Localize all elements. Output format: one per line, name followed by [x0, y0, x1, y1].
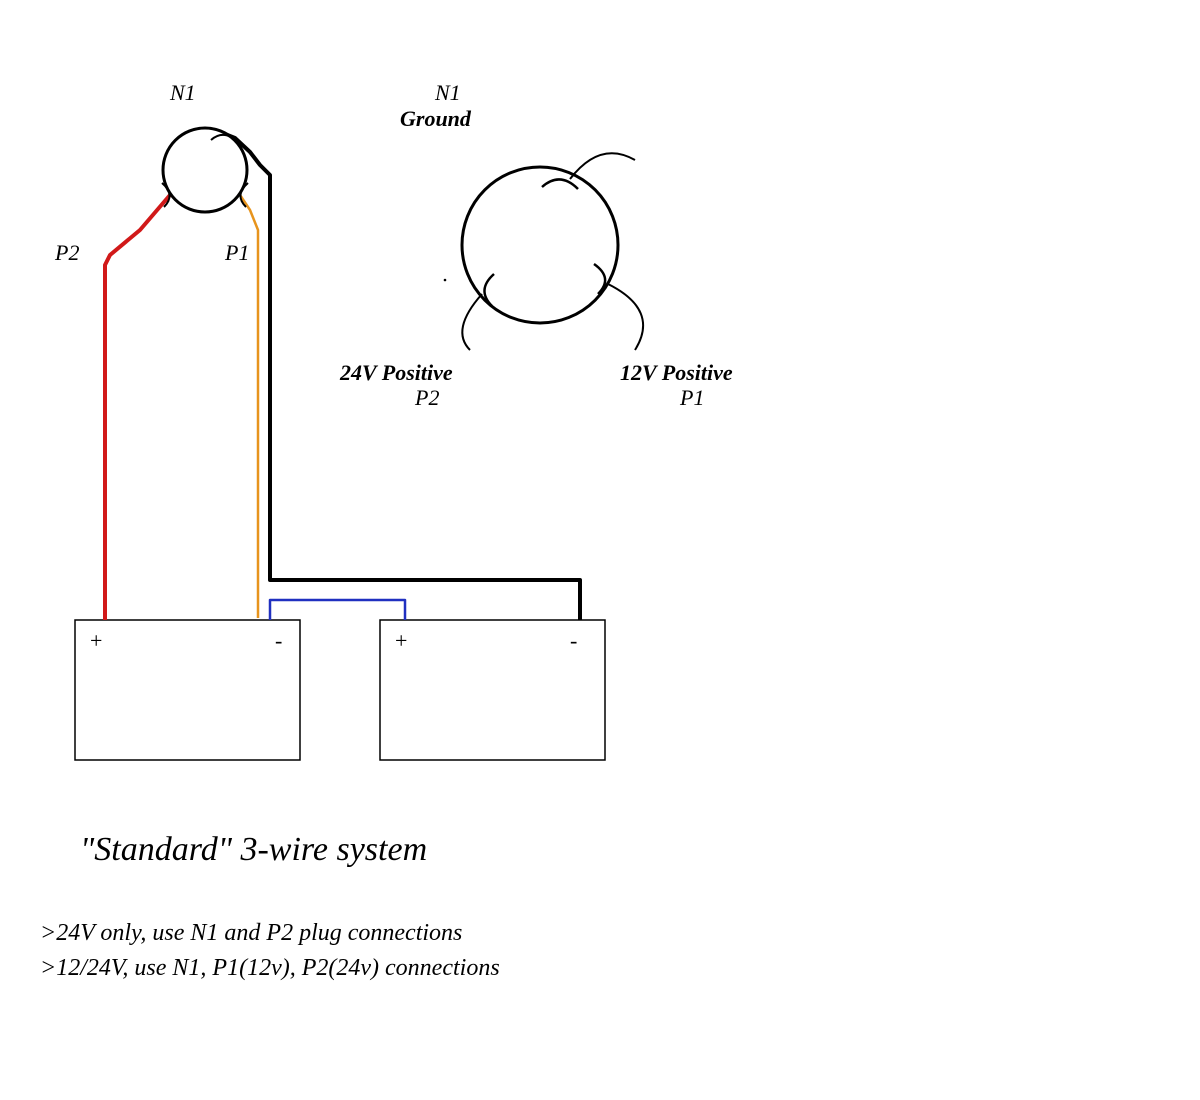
label-p1: P1	[224, 240, 249, 265]
battery1-plus: +	[90, 628, 102, 653]
lead-big-n1	[570, 153, 635, 179]
diagram-title: "Standard" 3-wire system	[80, 831, 427, 868]
wire-p2-24v	[105, 195, 170, 620]
lead-big-p1	[608, 284, 643, 350]
stray-dot	[444, 279, 447, 282]
label-p2: P2	[54, 240, 79, 265]
battery-b1	[75, 620, 300, 760]
diagram-note-1: >24V only, use N1 and P2 plug connection…	[40, 920, 462, 946]
wire-series-link	[270, 600, 405, 620]
diagram-note-2: >12/24V, use N1, P1(12v), P2(24v) connec…	[40, 955, 500, 981]
label-big-n1: N1	[434, 80, 461, 105]
label-big-p2: P2	[414, 385, 439, 410]
battery1-minus: -	[275, 628, 282, 653]
label-big-p1: P1	[679, 385, 704, 410]
label-big-ground: Ground	[400, 106, 472, 131]
label-24v-positive: 24V Positive	[339, 360, 453, 385]
lead-big-p2	[462, 294, 482, 350]
pin-big-n1	[542, 179, 578, 189]
connector-large	[462, 167, 618, 323]
battery2-minus: -	[570, 628, 577, 653]
battery2-plus: +	[395, 628, 407, 653]
label-n1-small: N1	[169, 80, 196, 105]
label-12v-positive: 12V Positive	[620, 360, 733, 385]
